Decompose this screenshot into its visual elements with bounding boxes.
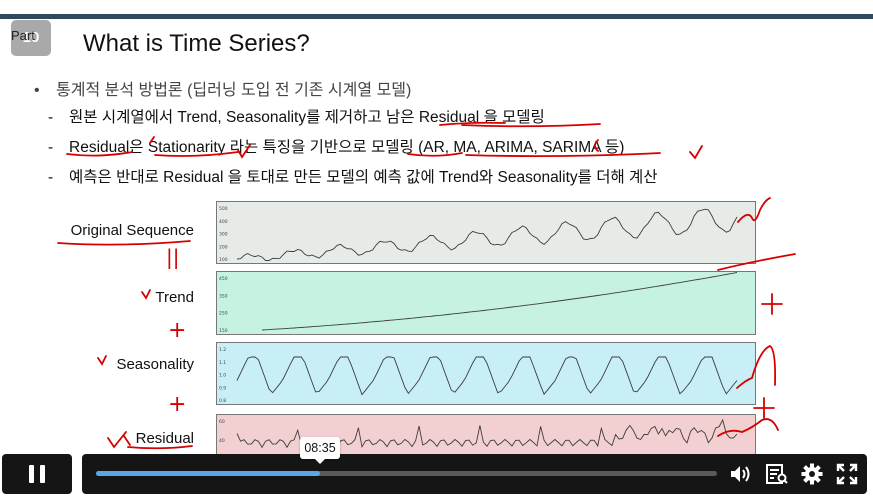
volume-icon — [731, 466, 750, 482]
sub-item-text: 원본 시계열에서 Trend, Seasonality를 제거하고 남은 Res… — [69, 109, 545, 126]
row-label-residual: Residual — [135, 430, 194, 447]
series-line — [236, 208, 738, 261]
y-tick-label: 250 — [219, 311, 228, 317]
y-tick-label: 0.8 — [219, 398, 226, 404]
transcript-icon — [766, 464, 788, 484]
plus-mark — [753, 397, 775, 419]
seek-progress — [96, 471, 320, 476]
series-plot: 500 400 300 200 100 — [219, 206, 738, 263]
sub-item: - Residual은 Stationarity 라는 특징을 기반으로 모델링 … — [48, 135, 624, 157]
y-tick-label: 500 — [219, 206, 228, 212]
y-tick-label: 450 — [219, 276, 228, 282]
time-tooltip: 08:35 — [300, 437, 340, 464]
pause-icon — [29, 465, 34, 483]
bullet-marker: • — [34, 82, 40, 99]
panel-original-sequence: 500 400 300 200 100 — [216, 201, 756, 264]
part-number: 10 — [22, 29, 40, 46]
main-bullet: • 통계적 분석 방법론 (딥러닝 도입 전 기존 시계열 모델) — [34, 76, 411, 100]
part-badge: Part 10 — [11, 20, 51, 56]
row-label-seasonality: Seasonality — [116, 356, 194, 373]
dash-marker: - — [48, 139, 54, 156]
series-line — [261, 272, 738, 331]
y-tick-label: 400 — [219, 219, 228, 225]
slide-top-bar — [0, 14, 873, 19]
y-tick-label: 300 — [219, 232, 228, 238]
row-label-original: Original Sequence — [70, 222, 194, 239]
sub-item-text: 예측은 반대로 Residual 을 토대로 만든 모델의 예측 값에 Tren… — [69, 169, 658, 186]
bullet-text: 통계적 분석 방법론 (딥러닝 도입 전 기존 시계열 모델) — [56, 82, 412, 99]
equals-mark: || — [166, 245, 179, 269]
y-tick-label: 350 — [219, 293, 228, 299]
sub-item: - 원본 시계열에서 Trend, Seasonality를 제거하고 남은 Re… — [48, 105, 545, 127]
dash-marker: - — [48, 169, 54, 186]
y-tick-label: 1.2 — [219, 347, 226, 353]
pause-button[interactable] — [2, 454, 72, 494]
fullscreen-icon — [836, 463, 858, 485]
row-label-trend: Trend — [155, 289, 194, 306]
volume-button[interactable] — [728, 461, 754, 487]
y-tick-label: 40 — [219, 438, 225, 444]
plus-mark: + — [168, 318, 186, 343]
slide-title: What is Time Series? — [83, 30, 310, 57]
panel-seasonality: 1.2 1.1 1.0 0.9 0.8 — [216, 342, 756, 405]
check-mark — [689, 145, 703, 160]
pause-icon — [40, 465, 45, 483]
series-line — [236, 356, 738, 396]
seek-bar[interactable] — [96, 471, 717, 476]
series-plot: 450 350 250 150 — [219, 272, 738, 334]
y-tick-label: 1.0 — [219, 373, 226, 379]
dash-marker: - — [48, 109, 54, 126]
sub-item-text: Residual은 Stationarity 라는 특징을 기반으로 모델링 (… — [69, 139, 625, 156]
underline-mark — [57, 240, 191, 246]
plus-mark: + — [168, 392, 186, 417]
transcript-button[interactable] — [764, 461, 790, 487]
fullscreen-button[interactable] — [834, 461, 860, 487]
plus-mark — [761, 293, 783, 315]
settings-gear-icon — [801, 463, 823, 485]
y-tick-label: 100 — [219, 257, 228, 263]
y-tick-label: 150 — [219, 328, 228, 334]
sub-item: - 예측은 반대로 Residual 을 토대로 만든 모델의 예측 값에 Tre… — [48, 165, 658, 187]
y-tick-label: 60 — [219, 419, 225, 425]
settings-button[interactable] — [799, 461, 825, 487]
y-tick-label: 1.1 — [219, 360, 226, 366]
part-label: Part — [11, 28, 35, 43]
series-plot: 1.2 1.1 1.0 0.9 0.8 — [219, 347, 738, 404]
y-tick-label: 200 — [219, 244, 228, 250]
panel-trend: 450 350 250 150 — [216, 271, 756, 335]
y-tick-label: 0.9 — [219, 385, 226, 391]
